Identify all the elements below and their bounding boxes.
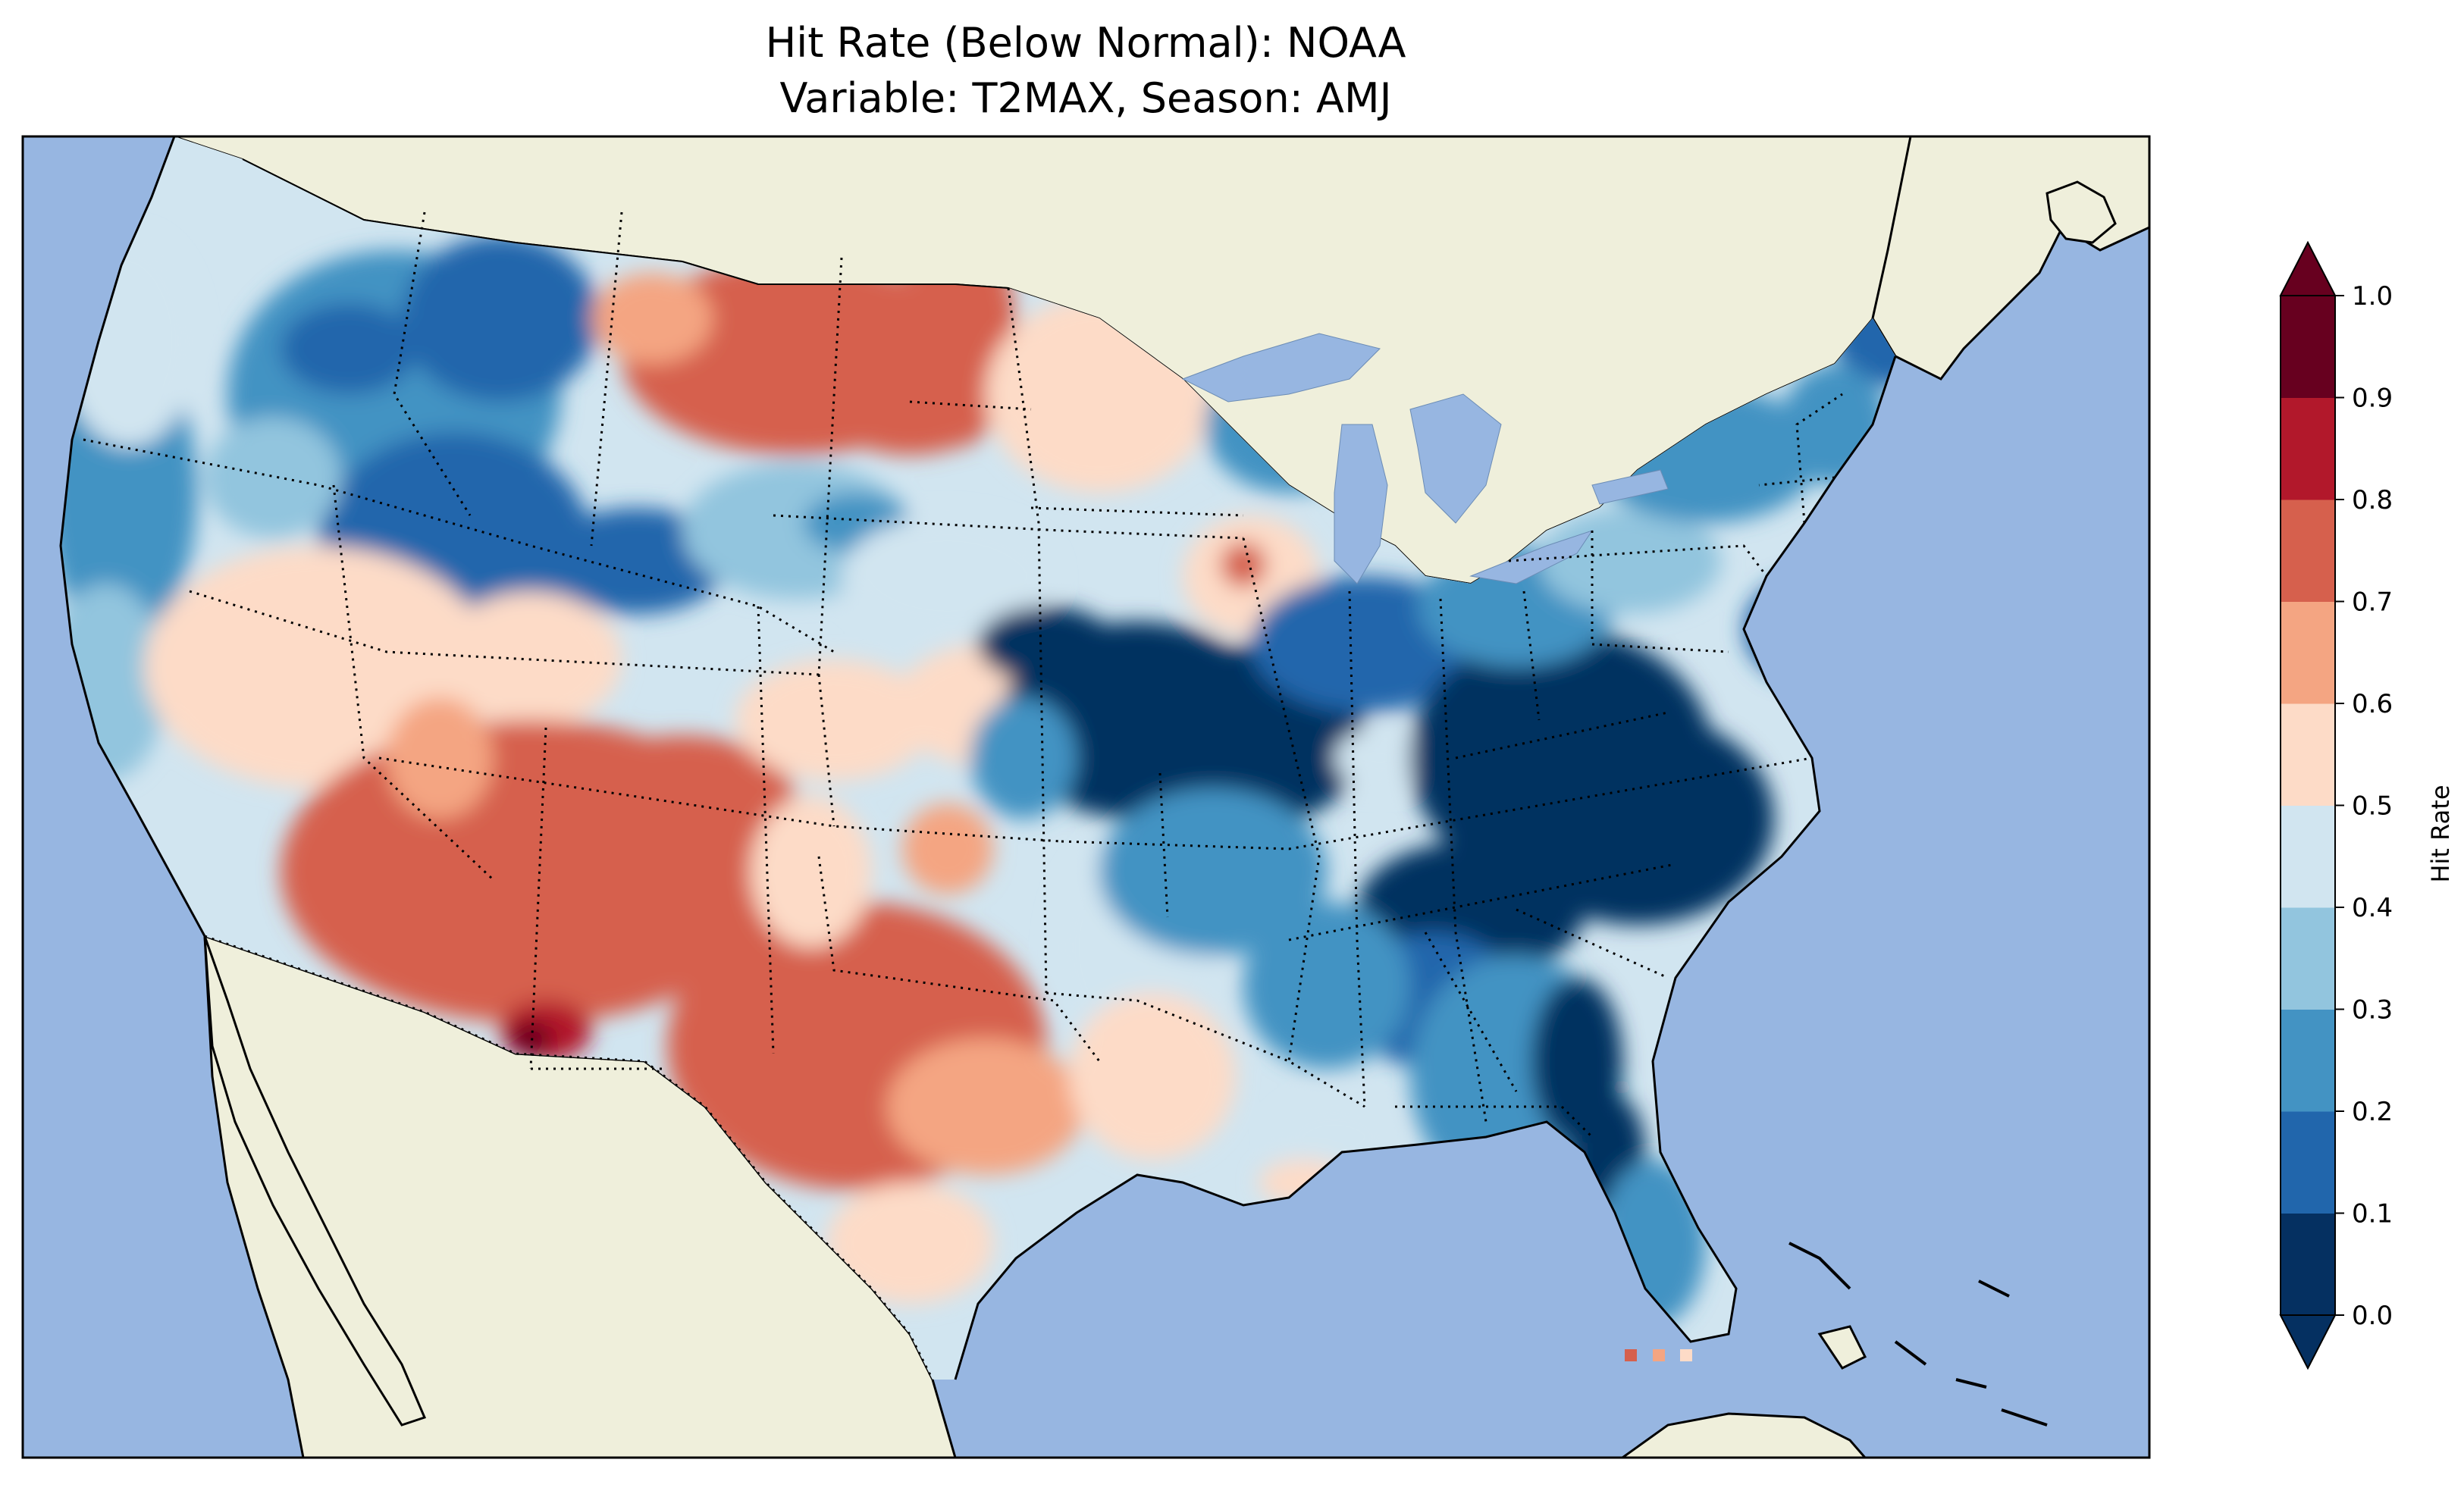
keys-cell-1 [1625, 1349, 1637, 1361]
colorbar-tick-label: 0.9 [2352, 384, 2393, 414]
map-frame [21, 135, 2151, 1459]
colorbar-bin-4 [2281, 805, 2335, 908]
lake-superior [1181, 333, 1381, 402]
colorbar-bin-1 [2281, 1111, 2335, 1214]
colorbar-tick-label: 0.0 [2352, 1301, 2393, 1331]
colorbar-tick-label: 0.7 [2352, 587, 2393, 618]
colorbar-bin-2 [2281, 1009, 2335, 1112]
colorbar-tick-label: 0.2 [2352, 1097, 2393, 1127]
map-panel [23, 136, 2149, 1458]
caribbean-islands [1788, 1242, 2048, 1427]
colorbar-bin-9 [2281, 296, 2335, 398]
colorbar: 0.0 0.1 0.2 0.3 0.4 0.5 0.6 0.7 0.8 0.9 1.0 Hit Ra… [2279, 240, 2455, 1370]
keys-cell-3 [1680, 1349, 1692, 1361]
colorbar-bin-5 [2281, 703, 2335, 806]
us-coastline [59, 136, 1897, 1380]
title-line-1: Hit Rate (Below Normal): NOAA [766, 19, 1406, 67]
colorbar-tick-label: 0.8 [2352, 485, 2393, 515]
colorbar-tick-label: 0.4 [2352, 893, 2393, 923]
us-mexico-border [204, 935, 934, 1380]
lake-michigan [1334, 424, 1388, 584]
colorbar-tick-label: 0.3 [2352, 995, 2393, 1026]
colorbar-bin-7 [2281, 500, 2335, 602]
colorbar-bin-0 [2281, 1213, 2335, 1316]
colorbar-bin-6 [2281, 601, 2335, 704]
state-borders [83, 211, 1843, 1139]
cuba [1620, 1412, 1867, 1458]
bahamas-island [1817, 1325, 1867, 1370]
colorbar-extend-top [2279, 240, 2337, 296]
newfoundland [2045, 180, 2117, 244]
colorbar-tick-label: 0.6 [2352, 689, 2393, 719]
lake-ontario [1591, 469, 1669, 505]
colorbar-tick-label: 0.5 [2352, 791, 2393, 822]
colorbar-bin-3 [2281, 907, 2335, 1010]
lake-huron [1409, 393, 1502, 524]
colorbar-label: Hit Rate [2426, 785, 2455, 882]
colorbar-bin-8 [2281, 397, 2335, 500]
title-line-2: Variable: T2MAX, Season: AMJ [780, 74, 1392, 122]
lake-erie [1469, 530, 1594, 584]
us-canada-border [242, 158, 1009, 289]
colorbar-tick-label: 1.0 [2352, 281, 2393, 312]
colorbar-tick-label: 0.1 [2352, 1199, 2393, 1229]
baja-california [203, 935, 427, 1427]
colorbar-extend-bottom [2279, 1314, 2337, 1370]
keys-cell-2 [1653, 1349, 1665, 1361]
